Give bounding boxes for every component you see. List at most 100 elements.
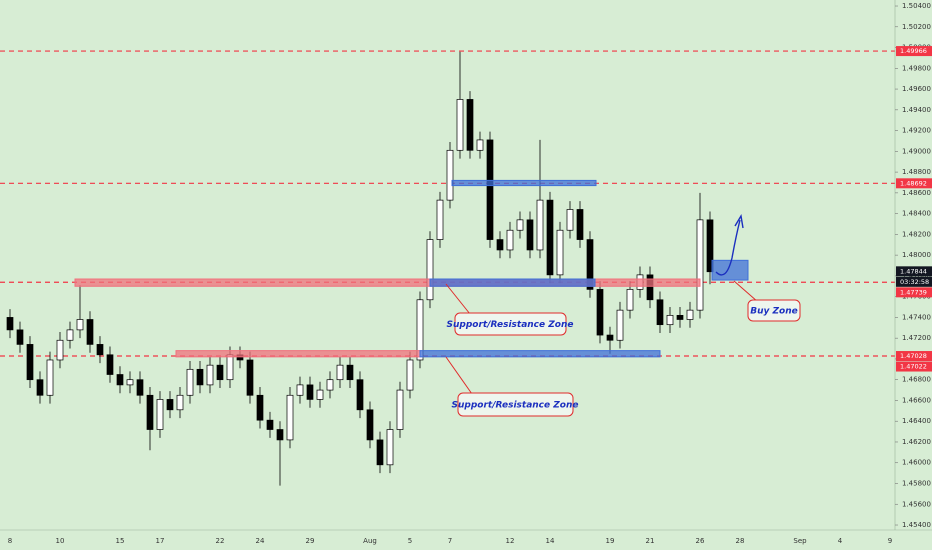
arrow-head xyxy=(734,214,744,229)
annotations: Support/Resistance Zone Support/Resistan… xyxy=(445,214,801,417)
x-tick-label: 17 xyxy=(156,537,165,545)
candle-body xyxy=(706,219,714,273)
candle-body xyxy=(606,334,614,341)
candle-body xyxy=(456,99,464,151)
price-label-bg xyxy=(896,178,932,189)
candle-body xyxy=(246,359,254,396)
y-tick-label: 1.49200 xyxy=(902,127,931,135)
arrow xyxy=(715,219,741,276)
y-tick-label: 1.46600 xyxy=(902,396,931,404)
x-tick-label: Sep xyxy=(793,537,807,545)
candle-body xyxy=(216,364,224,381)
price-label: 1.48692 xyxy=(900,179,927,187)
candle-body xyxy=(266,419,274,430)
countdown: 03:32:58 xyxy=(900,278,929,286)
candle-body xyxy=(486,139,494,240)
y-tick-label: 1.45600 xyxy=(902,500,931,508)
candle-body xyxy=(6,317,14,331)
x-tick-label: 4 xyxy=(838,537,843,545)
candle-body xyxy=(316,389,324,400)
candle-body xyxy=(596,289,604,336)
candle-body xyxy=(196,368,204,386)
candle-body xyxy=(146,394,154,430)
candle-body xyxy=(476,139,484,151)
candle-body xyxy=(296,384,304,396)
x-tick-label: 28 xyxy=(736,537,745,545)
zone xyxy=(451,179,597,187)
candle-body xyxy=(586,239,594,290)
x-tick-label: 7 xyxy=(448,537,452,545)
price-label-bg xyxy=(896,46,932,57)
candle-body xyxy=(286,394,294,441)
candle-body xyxy=(176,394,184,411)
x-tick-label: 24 xyxy=(256,537,265,545)
y-tick-label: 1.48200 xyxy=(902,230,931,238)
y-tick-label: 1.47400 xyxy=(902,313,931,321)
candle-body xyxy=(256,394,264,421)
price-label: 1.47022 xyxy=(900,363,927,371)
candle-body xyxy=(506,229,514,251)
x-tick-label: 8 xyxy=(8,537,12,545)
candle-body xyxy=(126,379,134,386)
y-tick-label: 1.47200 xyxy=(902,334,931,342)
price-label: 1.47028 xyxy=(900,352,927,360)
zone xyxy=(419,350,661,358)
x-tick-label: 19 xyxy=(606,537,615,545)
candle-body xyxy=(566,209,574,231)
price-label-bg xyxy=(896,266,932,277)
candle-body xyxy=(366,409,374,441)
annotation-box xyxy=(747,299,801,322)
x-tick-label: 29 xyxy=(306,537,315,545)
x-tick-label: 12 xyxy=(506,537,515,545)
x-tick-label: 10 xyxy=(56,537,65,545)
candle-body xyxy=(16,329,24,345)
price-label-bg xyxy=(896,351,932,362)
candle-body xyxy=(646,274,654,301)
candle-body xyxy=(226,354,234,381)
candle-body xyxy=(536,199,544,251)
connector xyxy=(445,283,471,315)
candle-body xyxy=(686,309,694,320)
x-tick-label: 26 xyxy=(696,537,705,545)
candle-body xyxy=(556,229,564,276)
countdown-bg xyxy=(896,276,932,287)
y-tick-label: 1.48600 xyxy=(902,189,931,197)
candle-body xyxy=(416,299,424,361)
candle-body xyxy=(436,199,444,240)
y-tick-label: 1.50400 xyxy=(902,2,931,10)
price-label-bg xyxy=(896,361,932,372)
y-tick-label: 1.48800 xyxy=(902,168,931,176)
connector xyxy=(733,280,759,303)
candle-body xyxy=(666,314,674,326)
candle-body xyxy=(66,329,74,341)
zone xyxy=(74,278,701,287)
x-tick-label: 14 xyxy=(546,537,555,545)
x-tick-label: 21 xyxy=(646,537,655,545)
candle-body xyxy=(546,199,554,276)
y-tick-label: 1.48000 xyxy=(902,251,931,259)
candle-body xyxy=(26,344,34,381)
candle-body xyxy=(656,299,664,326)
y-tick-label: 1.49000 xyxy=(902,147,931,155)
candle-body xyxy=(576,209,584,240)
candle-body xyxy=(446,149,454,201)
price-label: 1.47844 xyxy=(900,267,927,275)
candle-body xyxy=(96,344,104,356)
connector xyxy=(445,356,473,395)
candle-body xyxy=(86,319,94,345)
y-tick-label: 1.50200 xyxy=(902,23,931,31)
y-tick-label: 1.46000 xyxy=(902,459,931,467)
annotation-box xyxy=(454,312,567,336)
x-tick-label: 9 xyxy=(888,537,892,545)
y-tick-label: 1.49800 xyxy=(902,64,931,72)
candle-body xyxy=(136,379,144,396)
y-tick-label: 1.46400 xyxy=(902,417,931,425)
candle-body xyxy=(526,219,534,251)
x-tick-label: 15 xyxy=(116,537,125,545)
candle-body xyxy=(46,359,54,396)
candle-body xyxy=(56,339,64,361)
y-tick-label: 1.48400 xyxy=(902,210,931,218)
y-tick-label: 1.49600 xyxy=(902,85,931,93)
